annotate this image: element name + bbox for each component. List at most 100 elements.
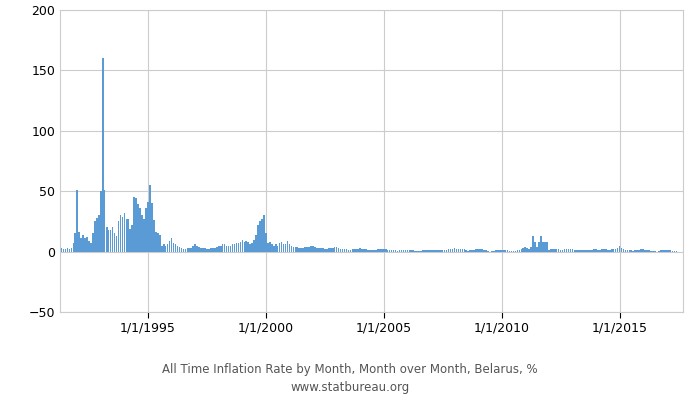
- Bar: [397, 251, 398, 252]
- Bar: [512, 251, 514, 252]
- Bar: [346, 249, 347, 252]
- Bar: [76, 190, 78, 252]
- Bar: [287, 241, 288, 252]
- Bar: [617, 248, 618, 252]
- Bar: [426, 250, 428, 252]
- Bar: [234, 244, 235, 252]
- Bar: [324, 249, 326, 252]
- Bar: [522, 248, 524, 252]
- Bar: [556, 249, 557, 252]
- Bar: [385, 249, 386, 252]
- Bar: [601, 249, 603, 252]
- Bar: [279, 243, 281, 252]
- Bar: [613, 249, 615, 252]
- Bar: [195, 244, 196, 252]
- Bar: [127, 219, 129, 252]
- Bar: [583, 250, 585, 252]
- Bar: [122, 216, 123, 252]
- Bar: [420, 251, 422, 252]
- Bar: [672, 251, 673, 252]
- Bar: [505, 250, 506, 252]
- Bar: [178, 247, 180, 252]
- Bar: [202, 248, 204, 252]
- Bar: [141, 215, 143, 252]
- Bar: [615, 249, 617, 252]
- Bar: [253, 240, 255, 252]
- Bar: [477, 248, 479, 252]
- Bar: [526, 248, 528, 252]
- Bar: [507, 250, 508, 252]
- Bar: [351, 249, 353, 252]
- Bar: [236, 243, 237, 252]
- Bar: [326, 249, 328, 252]
- Bar: [69, 249, 70, 252]
- Bar: [257, 225, 259, 252]
- Bar: [308, 247, 310, 252]
- Bar: [57, 248, 58, 252]
- Bar: [125, 219, 127, 252]
- Bar: [225, 246, 228, 252]
- Bar: [645, 250, 646, 252]
- Bar: [316, 248, 318, 252]
- Bar: [463, 249, 466, 252]
- Bar: [132, 225, 133, 252]
- Bar: [416, 251, 418, 252]
- Bar: [660, 250, 661, 252]
- Bar: [259, 222, 261, 252]
- Bar: [338, 248, 339, 252]
- Bar: [491, 251, 493, 252]
- Bar: [629, 250, 630, 252]
- Bar: [244, 242, 245, 252]
- Bar: [405, 250, 406, 252]
- Bar: [548, 250, 550, 252]
- Bar: [554, 249, 556, 252]
- Bar: [582, 250, 583, 252]
- Bar: [73, 243, 74, 252]
- Bar: [544, 242, 546, 252]
- Bar: [622, 249, 624, 252]
- Bar: [261, 219, 262, 252]
- Bar: [387, 250, 388, 252]
- Bar: [400, 250, 402, 252]
- Bar: [222, 244, 223, 252]
- Bar: [144, 219, 145, 252]
- Bar: [410, 250, 412, 252]
- Bar: [167, 244, 169, 252]
- Bar: [377, 249, 379, 252]
- Bar: [546, 242, 547, 252]
- Bar: [585, 250, 587, 252]
- Bar: [206, 249, 208, 252]
- Bar: [188, 248, 190, 252]
- Bar: [344, 249, 345, 252]
- Bar: [334, 247, 335, 252]
- Bar: [64, 249, 67, 252]
- Bar: [356, 249, 357, 252]
- Bar: [497, 250, 498, 252]
- Bar: [134, 197, 135, 252]
- Bar: [186, 248, 188, 252]
- Bar: [395, 250, 396, 252]
- Bar: [399, 250, 400, 252]
- Bar: [428, 250, 430, 252]
- Bar: [84, 238, 86, 252]
- Bar: [597, 250, 599, 252]
- Bar: [538, 242, 540, 252]
- Bar: [288, 244, 290, 252]
- Bar: [631, 250, 632, 252]
- Bar: [110, 230, 111, 252]
- Bar: [650, 251, 652, 252]
- Bar: [349, 250, 351, 252]
- Bar: [393, 250, 394, 252]
- Bar: [312, 246, 314, 252]
- Bar: [391, 250, 393, 252]
- Bar: [310, 246, 312, 252]
- Bar: [197, 246, 198, 252]
- Bar: [112, 228, 113, 252]
- Bar: [275, 244, 276, 252]
- Bar: [173, 243, 174, 252]
- Bar: [78, 232, 80, 252]
- Bar: [664, 250, 666, 252]
- Bar: [285, 244, 286, 252]
- Bar: [135, 198, 137, 252]
- Bar: [402, 250, 405, 252]
